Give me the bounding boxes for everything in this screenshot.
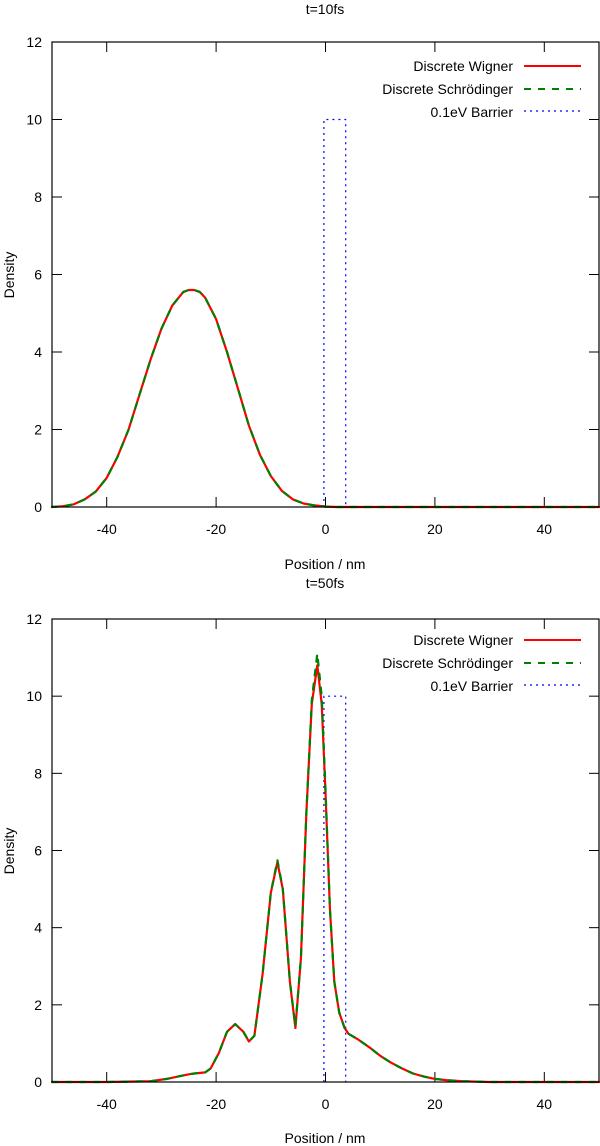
series-barrier [323, 695, 347, 1082]
y-tick-label: 0 [34, 1074, 42, 1090]
series-schrodinger [50, 288, 600, 509]
x-tick-label: -40 [97, 521, 117, 537]
x-tick-label: -20 [206, 521, 226, 537]
legend: Discrete Wigner Discrete Schrödinger 0.1… [382, 58, 581, 120]
x-tick-label: 0 [322, 521, 330, 537]
plot-title: t=50fs [306, 575, 345, 591]
legend-label-barrier: 0.1eV Barrier [431, 104, 514, 120]
y-tick-label: 0 [34, 499, 42, 515]
x-tick-label: -20 [206, 1096, 226, 1112]
y-tick-label: 12 [26, 611, 42, 627]
y-tick-label: 8 [34, 765, 42, 781]
plot-frame [51, 41, 600, 508]
y-axis-label: Density [1, 828, 17, 875]
x-tick-label: 20 [427, 1096, 443, 1112]
series-wigner [50, 288, 600, 509]
y-tick-label: 12 [26, 34, 42, 50]
plot-title: t=10fs [306, 1, 345, 17]
y-tick-label: 2 [34, 997, 42, 1013]
plot-frame [51, 618, 600, 1083]
y-tick-label: 10 [26, 688, 42, 704]
curves [50, 118, 600, 509]
legend-label-schrodinger: Discrete Schrödinger [382, 81, 513, 97]
x-tick-label: -40 [97, 1096, 117, 1112]
y-axis-label: Density [1, 252, 17, 299]
legend-label-schrodinger: Discrete Schrödinger [382, 655, 513, 671]
legend-label-barrier: 0.1eV Barrier [431, 678, 514, 694]
plot-t10fs: t=10fs Density Position / nm -40 -20 0 20 40… [1, 1, 600, 572]
legend-label-wigner: Discrete Wigner [413, 58, 513, 74]
y-tick-label: 4 [34, 344, 42, 360]
x-axis-label: Position / nm [285, 1130, 366, 1146]
x-tick-label: 20 [427, 521, 443, 537]
legend-label-wigner: Discrete Wigner [413, 632, 513, 648]
x-tick-label: 40 [537, 521, 553, 537]
x-axis-label: Position / nm [285, 556, 366, 572]
series-schrodinger [50, 652, 600, 1084]
legend: Discrete Wigner Discrete Schrödinger 0.1… [382, 632, 581, 694]
ticks: -40 -20 0 20 40 0 2 4 6 8 10 12 [26, 611, 599, 1112]
y-tick-label: 6 [34, 267, 42, 283]
curves [50, 652, 600, 1084]
y-tick-label: 8 [34, 189, 42, 205]
y-tick-label: 6 [34, 843, 42, 859]
ticks: -40 -20 0 20 40 0 2 4 6 8 10 12 [26, 34, 599, 537]
x-tick-label: 40 [537, 1096, 553, 1112]
x-tick-label: 0 [322, 1096, 330, 1112]
series-barrier [323, 118, 347, 507]
series-wigner [50, 664, 600, 1084]
y-tick-label: 10 [26, 112, 42, 128]
plot-t50fs: t=50fs Density Position / nm -40 -20 0 20 40… [1, 575, 600, 1146]
y-tick-label: 4 [34, 920, 42, 936]
y-tick-label: 2 [34, 422, 42, 438]
